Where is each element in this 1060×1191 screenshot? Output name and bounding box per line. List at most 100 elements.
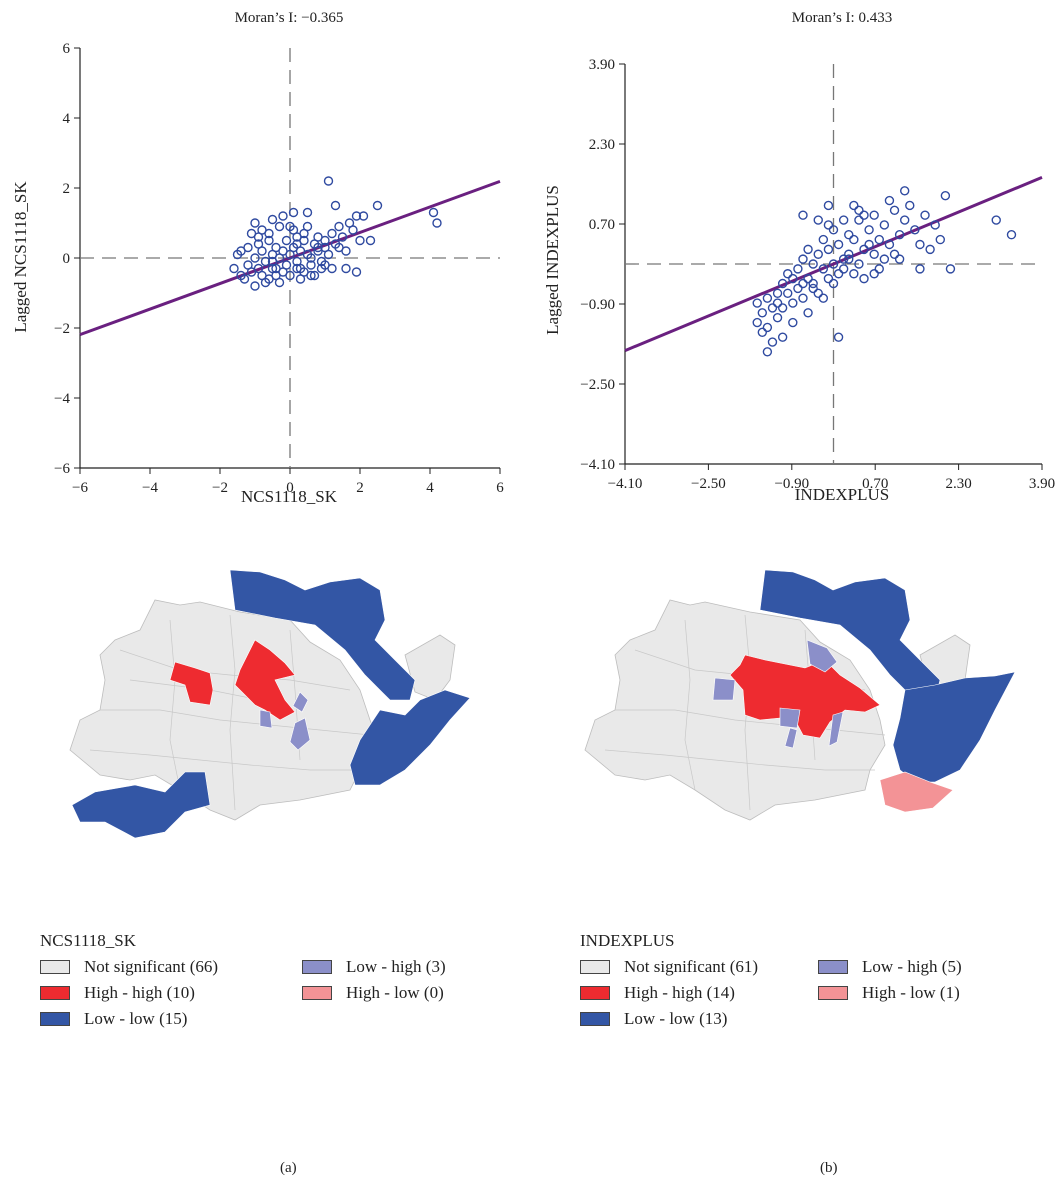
- scatter-point: [828, 259, 839, 269]
- scatter-point: [915, 264, 925, 274]
- scatter-point: [818, 293, 829, 303]
- scatter-point: [299, 228, 309, 239]
- scatter-point: [285, 270, 295, 281]
- scatter-point: [869, 249, 879, 259]
- legend-swatch: [40, 1012, 70, 1026]
- scatter-point: [334, 221, 344, 232]
- scatter-point: [320, 235, 330, 246]
- lisa-cluster-map-a: [69, 569, 471, 839]
- x-tick-label: 2.30: [945, 476, 971, 492]
- scatter-point: [869, 269, 879, 279]
- scatter-point: [355, 235, 365, 246]
- scatter-point: [260, 256, 271, 267]
- scatter-point: [334, 242, 344, 253]
- scatter-point: [250, 281, 260, 291]
- x-tick-label: 2: [356, 480, 364, 496]
- legend-label: High - low (1): [862, 983, 960, 1002]
- scatter-point: [945, 264, 956, 274]
- scatter-point: [306, 270, 316, 281]
- scatter-point: [788, 298, 798, 308]
- scatter-point: [1006, 230, 1017, 240]
- scatter-point: [798, 278, 808, 289]
- scatter-point: [823, 244, 834, 255]
- map-b-low-low-north: [759, 569, 941, 701]
- scatter-point: [940, 191, 951, 201]
- moran-scatterplot-b: Moran’s I: 0.433 −4.10 −2.50 −0.90 0.70 2.30…: [543, 10, 1055, 504]
- scatter-point: [432, 218, 442, 228]
- scatter-point: [372, 200, 383, 211]
- scatter-point: [849, 200, 859, 211]
- scatter-point: [884, 239, 895, 250]
- scatter-point: [798, 293, 808, 303]
- scatter-point: [358, 211, 369, 221]
- scatter-point: [899, 186, 910, 196]
- scatter-point: [849, 234, 859, 245]
- legend-swatch: [40, 986, 70, 1000]
- scatter-point: [864, 225, 874, 235]
- x-axis-label-b: INDEXPLUS: [795, 485, 889, 504]
- scatter-point: [879, 254, 890, 264]
- legend-label: Not significant (66): [84, 957, 219, 976]
- legend-item-a-low-low: Low - low (15): [40, 1009, 187, 1029]
- scatter-point: [889, 249, 900, 259]
- scatter-point: [428, 207, 439, 218]
- map-b-low-low-east: [892, 671, 1016, 783]
- legend-swatch: [818, 960, 848, 974]
- regression-line: [624, 176, 1043, 352]
- scatter-point: [813, 249, 823, 259]
- scatter-point: [351, 267, 362, 277]
- y-tick-label: −2.50: [580, 377, 615, 393]
- scatter-point: [788, 273, 798, 284]
- legend-label: Low - high (5): [862, 957, 962, 976]
- panel-label-a: (a): [280, 1160, 297, 1176]
- legend-label: Low - low (13): [624, 1009, 728, 1028]
- moran-scatterplot-a: Moran’s I: −0.365 −6 −4 −2 0 2 4 6 6 4 2 0 −2 −4 −6 N…: [11, 10, 504, 506]
- scatter-point: [772, 312, 783, 323]
- y-tick-label: 3.90: [589, 57, 615, 73]
- map-a-low-high-2: [259, 709, 273, 729]
- scatter-point: [288, 207, 299, 218]
- scatter-point: [762, 293, 773, 303]
- scatter-point: [313, 242, 323, 253]
- map-a-low-low-east: [349, 689, 471, 786]
- scatter-point: [292, 239, 302, 249]
- scatter-point: [915, 239, 925, 250]
- y-axis-label-b: Lagged INDEXPLUS: [543, 185, 562, 335]
- x-tick-label: −6: [72, 480, 88, 496]
- scatter-point: [823, 200, 834, 211]
- scatter-point: [267, 214, 278, 225]
- scatter-point: [752, 317, 762, 328]
- scatter-point: [935, 234, 945, 245]
- scatter-point: [869, 210, 879, 220]
- scatter-point: [257, 246, 267, 256]
- legend-label: High - high (14): [624, 983, 735, 1002]
- scatter-point: [823, 220, 834, 230]
- scatter-point: [351, 211, 362, 221]
- x-axis-label-a: NCS1118_SK: [241, 487, 338, 506]
- scatter-point: [772, 288, 783, 298]
- scatter-point: [292, 263, 302, 274]
- legend-label: High - low (0): [346, 983, 444, 1002]
- scatter-point: [323, 176, 334, 186]
- map-a-low-low-north: [229, 569, 416, 701]
- scatter-point: [777, 278, 788, 289]
- scatter-point: [309, 270, 320, 281]
- legend-swatch: [302, 960, 332, 974]
- scatter-point: [818, 264, 829, 274]
- y-axis-label-a: Lagged NCS1118_SK: [11, 181, 30, 333]
- map-b-low-high-3: [779, 707, 801, 729]
- plot-title-b: Moran’s I: 0.433: [792, 10, 892, 26]
- legend-item-a-low-high: Low - high (3): [302, 957, 446, 977]
- scatter-point: [925, 244, 935, 255]
- y-tick-label: 2: [63, 181, 71, 197]
- scatter-point: [991, 215, 1001, 225]
- scatter-point: [793, 283, 803, 294]
- scatter-point: [808, 278, 818, 289]
- scatter-point: [844, 249, 854, 259]
- legend-item-a-high-low: High - low (0): [302, 983, 444, 1003]
- map-a-low-low-southwest: [71, 771, 211, 839]
- scatter-point: [250, 218, 260, 228]
- scatter-point: [833, 239, 844, 250]
- scatter-point: [844, 254, 854, 264]
- map-a-high-high-west: [169, 661, 214, 706]
